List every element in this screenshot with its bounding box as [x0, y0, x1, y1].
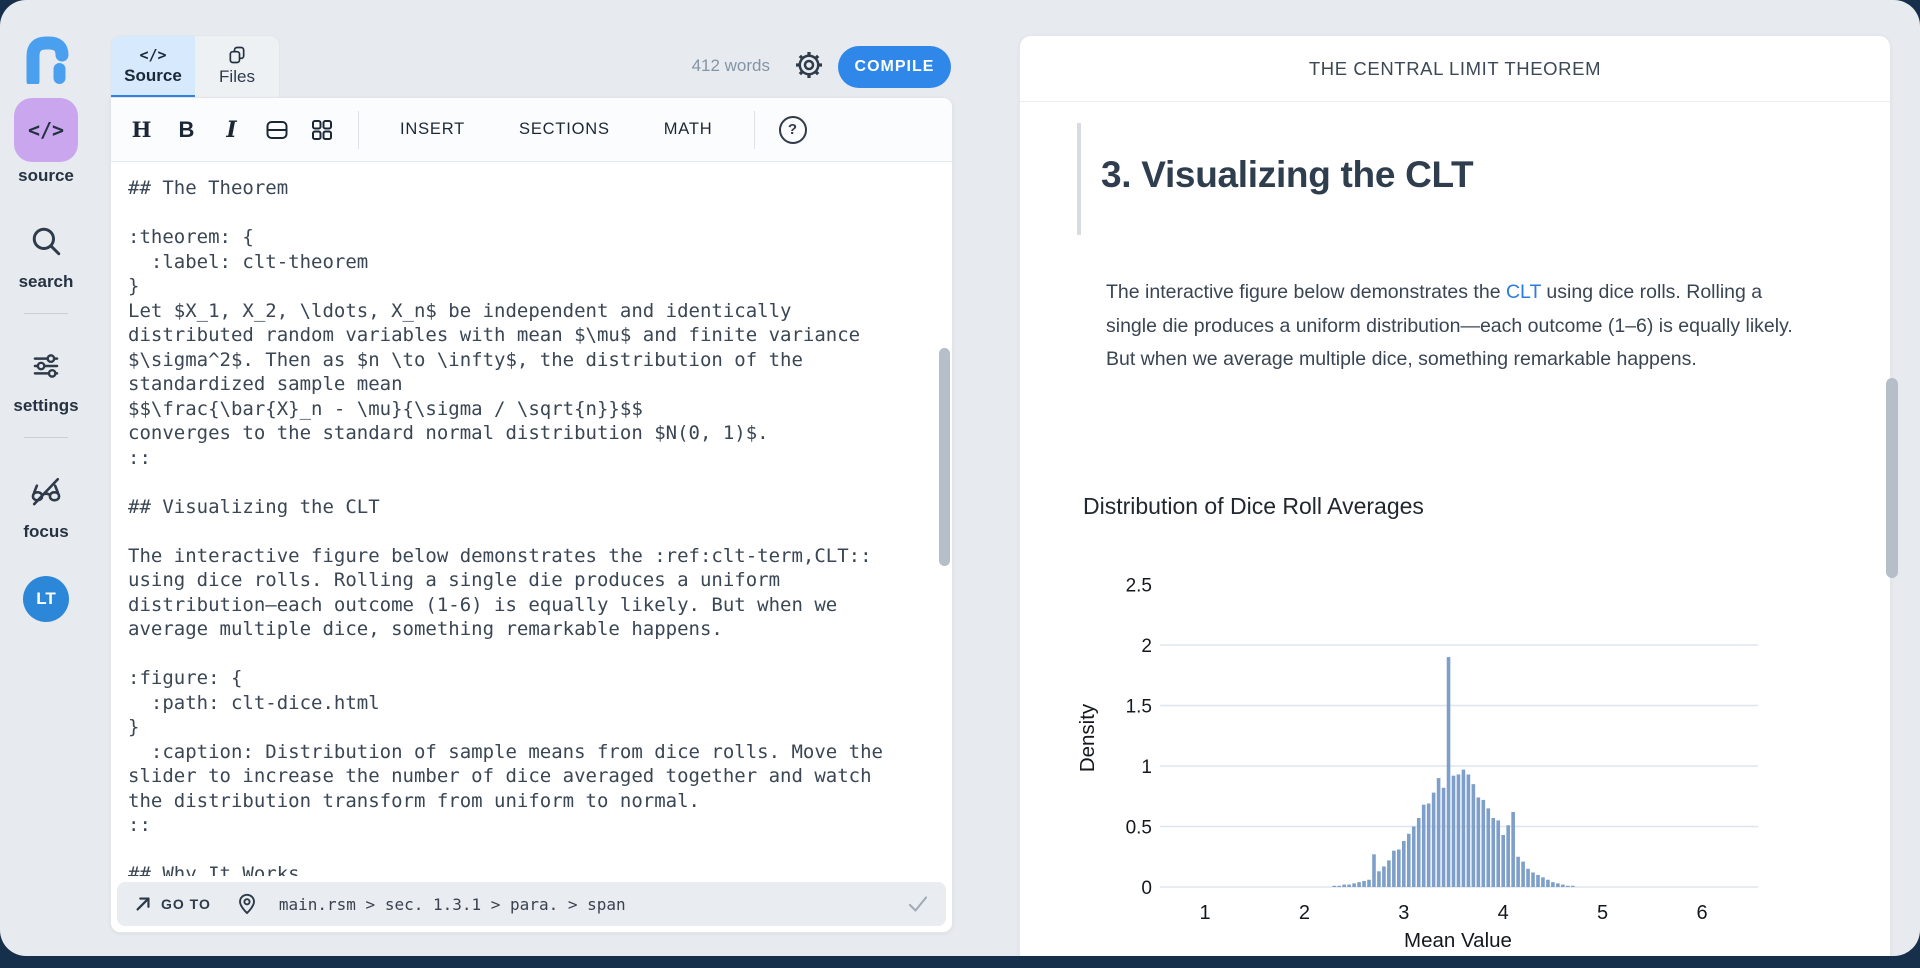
svg-text:1: 1 — [1199, 902, 1210, 924]
rail-divider — [24, 437, 68, 438]
svg-text:5: 5 — [1597, 902, 1608, 924]
preview-header: THE CENTRAL LIMIT THEOREM — [1020, 36, 1890, 102]
clt-link[interactable]: CLT — [1505, 281, 1542, 303]
goto-button[interactable]: GO TO — [133, 894, 211, 914]
preview-scrollbar-thumb[interactable] — [1886, 378, 1898, 578]
italic-button[interactable]: I — [226, 116, 237, 143]
sidebar-item-settings-label: settings — [13, 396, 79, 415]
breadcrumb[interactable]: main.rsm > sec. 1.3.1 > para. > span — [278, 894, 626, 914]
svg-text:4: 4 — [1498, 902, 1509, 924]
tab-source[interactable]: </> Source — [111, 36, 195, 98]
gear-icon[interactable] — [792, 48, 826, 82]
section-heading: 3. Visualizing the CLT — [1101, 154, 1474, 195]
location-pin-icon — [235, 892, 259, 916]
grid-blocks-icon[interactable] — [299, 110, 344, 150]
code-icon: </> — [139, 45, 167, 64]
editor-tabstrip: </> Source Files — [110, 35, 280, 98]
sidebar-item-source-label: source — [18, 166, 74, 185]
math-menu[interactable]: MATH — [663, 120, 713, 138]
sidebar-item-search-label: search — [18, 272, 74, 291]
row-insert-icon[interactable] — [254, 110, 299, 150]
sidebar-item-source[interactable]: </> — [14, 98, 78, 162]
preview-panel: THE CENTRAL LIMIT THEOREM 3. Visualizing… — [1019, 35, 1891, 956]
section-indicator-bar — [1077, 123, 1081, 235]
word-count: 412 words — [691, 56, 770, 75]
toolbar-divider — [753, 110, 755, 149]
goto-label: GO TO — [161, 896, 211, 912]
arrow-up-right-icon — [133, 894, 153, 914]
clt-chart[interactable]: 0 0.5 1 1.5 2 2.5 1 2 3 4 5 6 Mean Value Density — [1060, 528, 1850, 956]
preview-paragraph: The interactive figure below demonstrate… — [1106, 276, 1801, 377]
paragraph-text: The interactive figure below demonstrate… — [1106, 281, 1506, 303]
focus-off-icon[interactable] — [29, 474, 63, 508]
svg-text:3: 3 — [1398, 902, 1409, 924]
source-editor-panel: H B I INSERT SECTIONS MATH ? ## The Theo… — [110, 97, 953, 933]
insert-menu[interactable]: INSERT — [400, 120, 466, 138]
bold-button[interactable]: B — [178, 116, 195, 142]
sidebar-item-focus-label: focus — [23, 522, 69, 541]
svg-text:2: 2 — [1141, 636, 1152, 657]
chart-title: Distribution of Dice Roll Averages — [1083, 493, 1424, 519]
help-icon[interactable]: ? — [778, 115, 807, 144]
svg-text:0: 0 — [1141, 878, 1152, 899]
svg-text:Density: Density — [1076, 703, 1099, 772]
app-logo-icon[interactable] — [22, 36, 70, 84]
user-avatar[interactable]: LT — [23, 576, 69, 622]
left-rail: </> source search settings — [0, 0, 92, 956]
svg-text:1: 1 — [1141, 757, 1152, 778]
svg-text:6: 6 — [1696, 902, 1707, 924]
heading-button[interactable]: H — [131, 117, 152, 142]
editor-scrollbar-thumb[interactable] — [939, 348, 950, 566]
source-code-editor[interactable]: ## The Theorem :theorem: { :label: clt-t… — [128, 177, 883, 876]
svg-text:0.5: 0.5 — [1126, 818, 1152, 839]
editor-toolbar: H B I INSERT SECTIONS MATH ? — [111, 98, 952, 162]
paragraph-text: using dice rolls. Rolling a single die p… — [1106, 281, 1793, 370]
tab-files[interactable]: Files — [195, 36, 279, 98]
svg-text:Mean Value: Mean Value — [1404, 929, 1512, 952]
tab-files-label: Files — [219, 66, 255, 86]
compile-button[interactable]: COMPILE — [838, 46, 951, 88]
code-icon: </> — [27, 118, 65, 142]
search-icon[interactable] — [29, 224, 63, 258]
svg-text:1.5: 1.5 — [1126, 697, 1152, 718]
check-icon[interactable] — [906, 892, 930, 916]
document-title: THE CENTRAL LIMIT THEOREM — [1308, 57, 1602, 79]
svg-text:2: 2 — [1299, 902, 1310, 924]
svg-text:2.5: 2.5 — [1126, 576, 1152, 597]
editor-statusbar: GO TO main.rsm > sec. 1.3.1 > para. > sp… — [117, 882, 946, 926]
sliders-icon[interactable] — [30, 350, 62, 382]
toolbar-divider — [358, 110, 359, 149]
copy-icon — [227, 45, 247, 65]
tab-source-label: Source — [124, 65, 182, 85]
rail-divider — [24, 313, 68, 314]
sections-menu[interactable]: SECTIONS — [519, 120, 610, 138]
